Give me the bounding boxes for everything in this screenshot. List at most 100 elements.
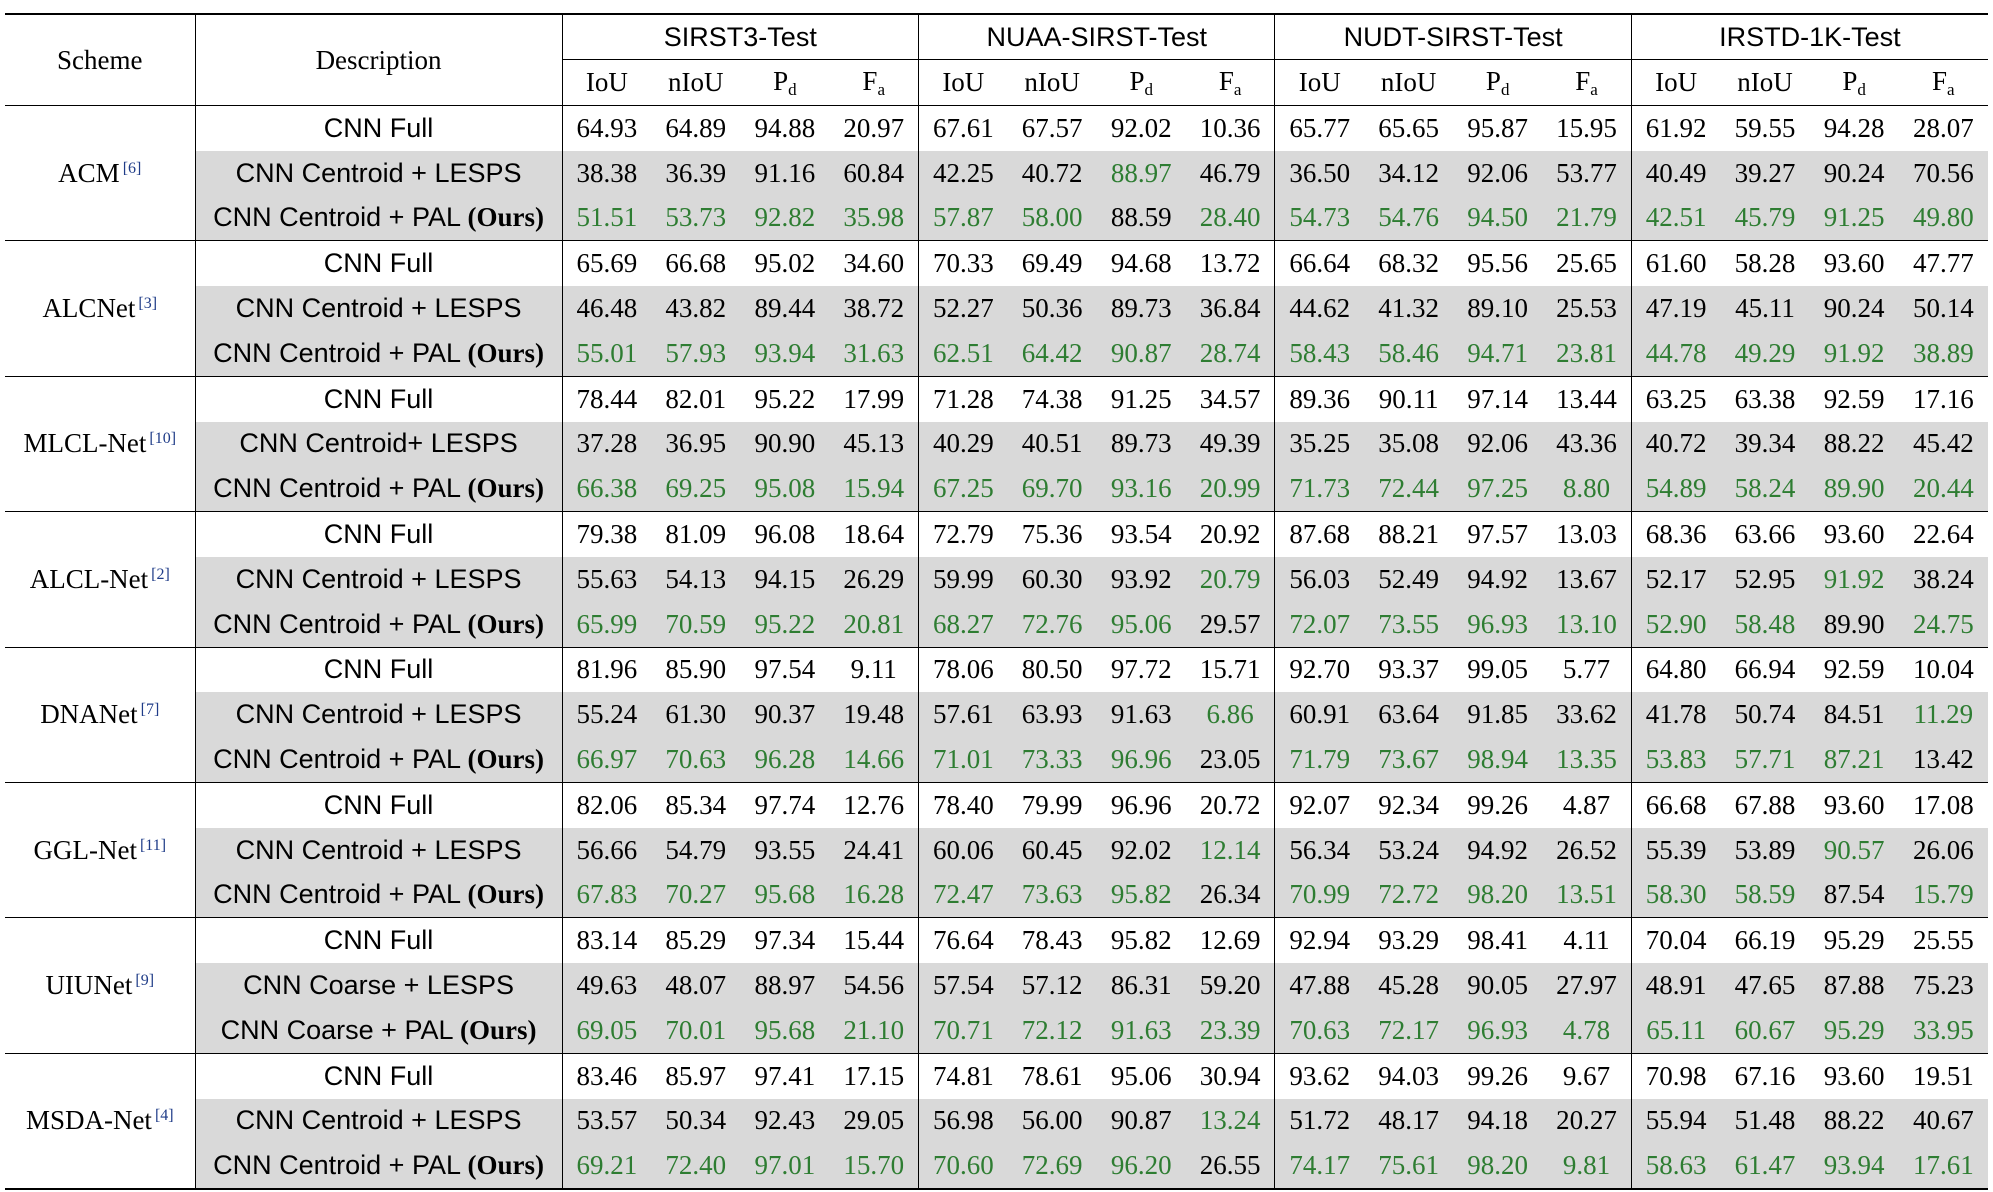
table-row: GGL-Net [11] CNN Full 82.06 85.34 97.74 12.76 7…	[5, 781, 1988, 918]
value-cell: 96.28	[740, 737, 830, 783]
table-row: CNN Centroid + LESPS 55.63 54.13 94.15 26.29…	[5, 556, 1988, 602]
value-cell: 31.63	[829, 330, 920, 377]
value-cell: 61.92	[1631, 104, 1721, 151]
value-cell: 60.06	[918, 827, 1008, 873]
scheme-cell: UIUNet [9]	[5, 917, 196, 1054]
metric-subscript: a	[1233, 79, 1242, 99]
value-cell: 60.30	[1007, 556, 1097, 602]
value-cell: 33.95	[1898, 1007, 1988, 1054]
scheme-cell: MLCL-Net [10]	[5, 375, 196, 512]
value-cell: 67.61	[918, 104, 1008, 151]
table-row: ACM [6] CNN Full 64.93 64.89 94.88 20.97 67.61 6…	[5, 104, 1988, 241]
value-cell: 40.49	[1631, 150, 1721, 196]
value-cell: 39.34	[1720, 421, 1810, 467]
value-cell: 50.74	[1720, 692, 1810, 738]
value-cell: 49.39	[1185, 421, 1276, 467]
description-cell: CNN Centroid + LESPS	[195, 827, 563, 873]
value-cell: 46.79	[1185, 150, 1276, 196]
value-cell: 29.05	[829, 1098, 920, 1144]
metric-header: IoU	[1274, 59, 1365, 106]
value-cell: 74.81	[918, 1052, 1008, 1099]
value-cell: 91.92	[1809, 556, 1899, 602]
value-cell: 41.78	[1631, 692, 1721, 738]
dataset-header: SIRST3-Test	[562, 13, 920, 60]
value-cell: 28.74	[1185, 330, 1276, 377]
value-cell: 70.98	[1631, 1052, 1721, 1099]
value-cell: 43.36	[1542, 421, 1632, 467]
table-row: CNN Centroid + PAL (Ours) 66.38 69.25 95.08…	[5, 466, 1988, 512]
value-cell: 88.59	[1096, 195, 1186, 241]
value-cell: 18.64	[829, 511, 920, 557]
value-cell: 94.92	[1453, 556, 1543, 602]
value-cell: 11.29	[1898, 692, 1988, 738]
value-cell: 71.01	[918, 737, 1008, 783]
value-cell: 89.36	[1274, 375, 1365, 422]
value-cell: 52.27	[918, 286, 1008, 331]
value-cell: 70.27	[651, 872, 741, 918]
table-row: DNANet [7] CNN Full 81.96 85.90 97.54 9.11 78.0…	[5, 646, 1988, 783]
dataset-header: NUDT-SIRST-Test	[1274, 13, 1632, 60]
value-cell: 93.29	[1364, 917, 1454, 964]
value-cell: 64.89	[651, 104, 741, 151]
scheme-cell: MSDA-Net [4]	[5, 1052, 196, 1191]
value-cell: 64.93	[562, 104, 652, 151]
value-cell: 66.68	[651, 240, 741, 287]
value-cell: 64.42	[1007, 330, 1097, 377]
value-cell: 66.97	[562, 737, 652, 783]
table-row: ALCNet [3] CNN Full 65.69 66.68 95.02 34.60 70.…	[5, 240, 1988, 377]
value-cell: 90.87	[1096, 330, 1186, 377]
value-cell: 13.67	[1542, 556, 1632, 602]
value-cell: 50.34	[651, 1098, 741, 1144]
value-cell: 95.29	[1809, 917, 1899, 964]
value-cell: 20.72	[1185, 781, 1276, 828]
value-cell: 68.36	[1631, 511, 1721, 557]
value-cell: 71.28	[918, 375, 1008, 422]
value-cell: 90.05	[1453, 963, 1543, 1008]
value-cell: 66.94	[1720, 646, 1810, 693]
value-cell: 93.62	[1274, 1052, 1365, 1099]
value-cell: 13.03	[1542, 511, 1632, 557]
value-cell: 20.92	[1185, 511, 1276, 557]
value-cell: 98.20	[1453, 1143, 1543, 1191]
description-cell: CNN Full	[195, 104, 563, 151]
value-cell: 25.55	[1898, 917, 1988, 964]
value-cell: 55.94	[1631, 1098, 1721, 1144]
metric-subscript: d	[1857, 79, 1866, 99]
value-cell: 58.48	[1720, 601, 1810, 648]
value-cell: 65.11	[1631, 1007, 1721, 1054]
value-cell: 25.53	[1542, 286, 1632, 331]
ours-label: (Ours)	[467, 608, 544, 639]
value-cell: 70.33	[918, 240, 1008, 287]
table-row: MSDA-Net [4] CNN Full 83.46 85.97 97.41 17.15 7…	[5, 1052, 1988, 1191]
value-cell: 78.43	[1007, 917, 1097, 964]
value-cell: 10.36	[1185, 104, 1276, 151]
metric-header: nIoU	[1720, 59, 1810, 106]
value-cell: 61.30	[651, 692, 741, 738]
value-cell: 38.89	[1898, 330, 1988, 377]
value-cell: 72.07	[1274, 601, 1365, 648]
value-cell: 93.37	[1364, 646, 1454, 693]
value-cell: 73.67	[1364, 737, 1454, 783]
value-cell: 35.25	[1274, 421, 1365, 467]
value-cell: 96.96	[1096, 781, 1186, 828]
description-cell: CNN Centroid + PAL (Ours)	[195, 330, 563, 377]
value-cell: 87.54	[1809, 872, 1899, 918]
results-table: Scheme Description SIRST3-Test NUAA-SIRST-T…	[5, 13, 1988, 1191]
value-cell: 38.38	[562, 150, 652, 196]
value-cell: 54.89	[1631, 466, 1721, 512]
value-cell: 82.06	[562, 781, 652, 828]
value-cell: 94.92	[1453, 827, 1543, 873]
value-cell: 9.11	[829, 646, 920, 693]
table-row: CNN Centroid + LESPS 46.48 43.82 89.44 38.72…	[5, 286, 1988, 331]
table-row: ALCL-Net [2] CNN Full 79.38 81.09 96.08 18.64 7…	[5, 511, 1988, 648]
value-cell: 91.92	[1809, 330, 1899, 377]
value-cell: 91.16	[740, 150, 830, 196]
value-cell: 57.71	[1720, 737, 1810, 783]
value-cell: 90.90	[740, 421, 830, 467]
value-cell: 17.08	[1898, 781, 1988, 828]
value-cell: 89.90	[1809, 601, 1899, 648]
value-cell: 47.65	[1720, 963, 1810, 1008]
value-cell: 40.72	[1007, 150, 1097, 196]
value-cell: 56.66	[562, 827, 652, 873]
value-cell: 61.60	[1631, 240, 1721, 287]
